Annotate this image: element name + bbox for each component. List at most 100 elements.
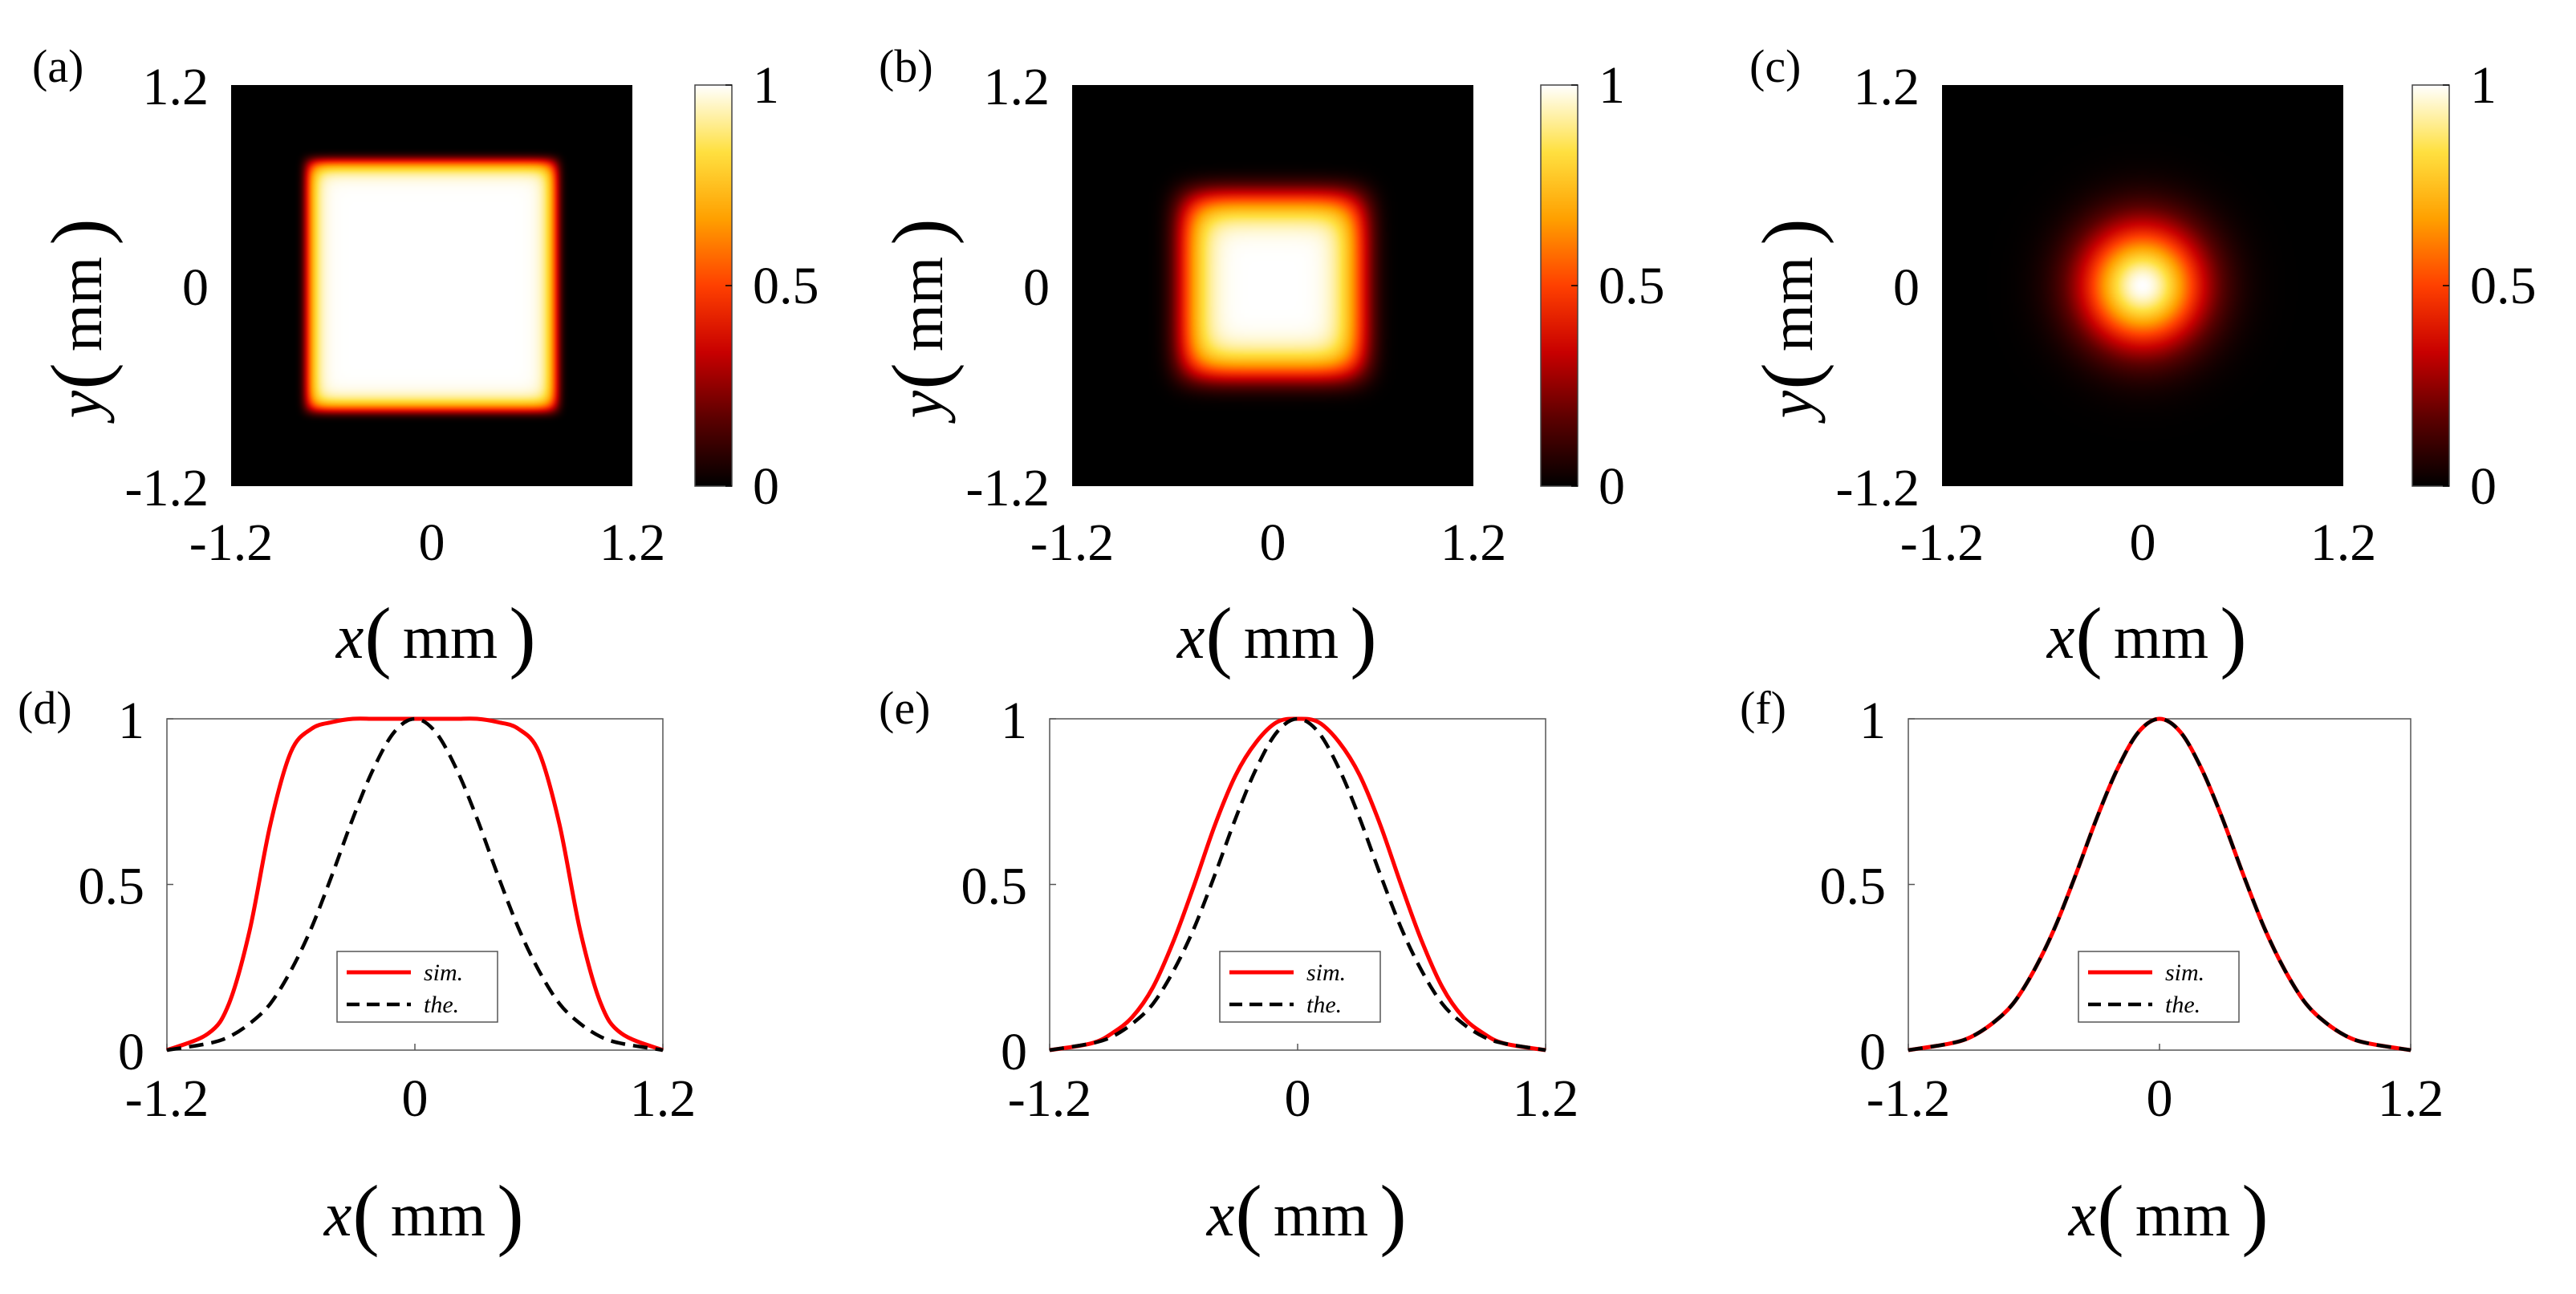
y-axis-unit: mm [888,257,956,351]
y-axis-paren-open: ( [876,363,965,389]
x-axis-paren-open: ( [352,1169,379,1258]
heatmap-panel-c: (c)-1.2 0 1.21.20-1.2x(mm)y(mm)10.50 [1745,40,2537,680]
y-axis-variable: y [1756,390,1826,424]
x-axis-paren-open: ( [2097,1169,2123,1258]
y-tick-label: 0 [118,1023,144,1081]
x-axis-variable: x [1176,602,1205,671]
y-axis-variable: y [45,390,115,424]
x-tick-label: 0 [402,1069,429,1128]
y-axis-paren-open: ( [1745,363,1834,389]
x-axis-unit: mm [2114,604,2208,671]
x-axis-paren-open: ( [1235,1169,1262,1258]
x-axis-unit: mm [403,604,498,671]
x-tick-label: 1.2 [2378,1069,2444,1128]
y-tick-label: -1.2 [1836,459,1920,517]
legend-entry: sim. [1306,959,1346,986]
x-axis-label: x(mm) [2068,1169,2269,1258]
x-tick-label: 1.2 [1440,513,1507,572]
panel-label: (f) [1740,682,1786,734]
y-tick-label: -1.2 [966,459,1050,517]
x-axis-label: x(mm) [1176,591,1377,680]
x-axis-paren-close: ) [1379,1169,1406,1258]
y-axis-variable: y [886,390,956,424]
panel-label: (b) [879,40,933,92]
y-tick-label: -1.2 [125,459,209,517]
x-axis-paren-open: ( [364,591,391,680]
y-tick-label: 1.2 [1854,58,1920,116]
y-tick-label: 1.2 [143,58,209,116]
x-axis-variable: x [1206,1179,1235,1249]
y-tick-label: 0.5 [1820,858,1887,916]
x-tick-label: 0 [2130,513,2156,572]
x-tick-label: -1.2 [1008,1069,1091,1128]
y-tick-label: 1 [1001,692,1027,750]
x-tick-label: 0 [419,513,445,572]
x-axis-unit: mm [1274,1182,1368,1249]
legend-entry: the. [424,992,459,1018]
colorbar-tick-label: 1 [1599,56,1625,115]
y-axis-label: y( mm) [35,218,124,424]
x-axis-paren-close: ) [1350,591,1376,680]
legend-box [2078,951,2240,1023]
y-tick-label: 0 [1023,258,1050,317]
colorbar-tick-label: 1 [753,56,779,115]
x-axis-paren-open: ( [1205,591,1232,680]
x-axis-unit: mm [391,1182,486,1249]
y-axis-unit: mm [47,257,115,351]
y-tick-label: 0 [1893,258,1920,317]
line-panel-d: (d)-1.2 0 1.210.50x(mm)sim.the. [18,682,696,1258]
colorbar-tick-label: 0 [1599,457,1625,516]
series-line-the [1908,716,2411,1053]
x-tick-label: 1.2 [2310,513,2377,572]
x-axis-label: x(mm) [2046,591,2247,680]
legend-entry: the. [2165,992,2200,1018]
y-tick-label: 1 [118,692,144,750]
x-tick-label: -1.2 [125,1069,209,1128]
x-tick-label: 0 [1260,513,1286,572]
y-tick-label: 0 [1859,1023,1886,1081]
intensity-map [231,85,632,486]
line-panel-e: (e)-1.2 0 1.210.50x(mm)sim.the. [879,682,1579,1258]
legend: sim. the. [1219,951,1381,1023]
x-axis-paren-open: ( [2075,591,2102,680]
legend: sim. the. [2078,951,2240,1023]
colorbar-tick-label: 0.5 [2470,257,2537,315]
panel-label: (c) [1749,40,1801,92]
colorbar-tick-label: 0 [753,457,779,516]
x-tick-label: 0 [2147,1069,2173,1128]
x-axis-label: x(mm) [335,591,536,680]
panel-label: (a) [32,40,83,92]
x-tick-label: -1.2 [1867,1069,1950,1128]
x-axis-variable: x [2068,1179,2097,1249]
y-tick-label: 0.5 [79,858,145,916]
y-tick-label: 0 [182,258,209,317]
x-axis-variable: x [2046,602,2075,671]
x-axis-label: x(mm) [323,1169,524,1258]
y-axis-paren-open: ( [35,363,124,389]
x-tick-label: -1.2 [1900,513,1984,572]
x-axis-unit: mm [2135,1182,2230,1249]
intensity-map [1072,85,1473,486]
series-line-the [1049,716,1546,1053]
x-axis-label: x(mm) [1206,1169,1407,1258]
colorbar-tick-label: 0.5 [1599,257,1665,315]
y-tick-label: 0.5 [961,858,1028,916]
x-tick-label: -1.2 [189,513,273,572]
x-tick-label: 1.2 [1513,1069,1579,1128]
intensity-map [1942,85,2343,486]
x-axis-paren-close: ) [497,1169,523,1258]
y-axis-unit: mm [1758,257,1826,351]
x-tick-label: 1.2 [630,1069,697,1128]
x-axis-variable: x [323,1179,352,1249]
y-tick-label: 1.2 [984,58,1050,116]
x-tick-label: 1.2 [599,513,666,572]
y-axis-paren-close: ) [35,218,124,245]
legend-entry: sim. [424,959,463,986]
legend-entry: sim. [2165,959,2204,986]
x-axis-unit: mm [1244,604,1339,671]
x-axis-variable: x [335,602,364,671]
y-axis-label: y(mm) [1745,218,1834,424]
panel-label: (d) [18,682,72,734]
line-panel-f: (f)-1.2 0 1.210.50x(mm)sim.the. [1740,682,2444,1258]
